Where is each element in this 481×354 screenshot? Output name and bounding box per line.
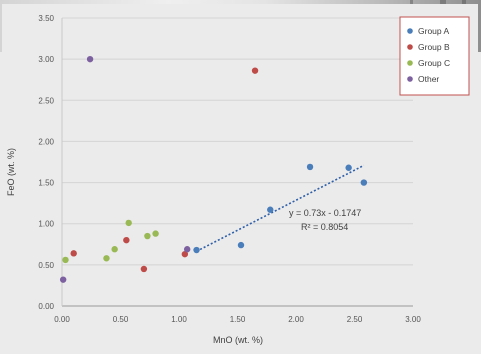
legend-items: Group A Group B Group C Other bbox=[407, 26, 450, 84]
chart-area-background bbox=[2, 4, 478, 351]
x-tick-label: 1.50 bbox=[230, 315, 246, 324]
legend: Group A Group B Group C Other bbox=[399, 16, 470, 96]
legend-marker-group-b bbox=[407, 44, 413, 50]
point-group-c bbox=[103, 255, 110, 262]
legend-label-group-b: Group B bbox=[418, 42, 450, 52]
point-group-b bbox=[251, 67, 259, 74]
point-group-b bbox=[123, 236, 130, 244]
legend-label-group-a: Group A bbox=[418, 26, 450, 36]
y-tick-label: 2.50 bbox=[38, 96, 54, 105]
y-tick-label: 2.00 bbox=[38, 137, 54, 146]
point-group-a bbox=[360, 179, 368, 186]
x-axis-title: MnO (wt. %) bbox=[213, 335, 263, 345]
x-tick-label: 1.00 bbox=[171, 315, 187, 324]
legend-label-group-c: Group C bbox=[418, 58, 450, 68]
y-tick-label: 3.50 bbox=[38, 14, 54, 23]
point-group-c bbox=[144, 232, 151, 240]
point-other bbox=[183, 246, 191, 253]
point-group-a bbox=[193, 246, 200, 254]
point-group-a bbox=[345, 164, 352, 171]
y-tick-label: 0.00 bbox=[38, 302, 54, 311]
point-group-c bbox=[62, 256, 69, 264]
x-tick-labels: 0.00 0.50 1.00 1.50 2.00 2.50 3.00 bbox=[54, 315, 421, 324]
point-group-b bbox=[140, 265, 148, 273]
x-tick-label: 0.50 bbox=[113, 315, 129, 324]
y-tick-labels: 0.00 0.50 1.00 1.50 2.00 2.50 3.00 3.50 bbox=[38, 14, 54, 311]
point-other bbox=[86, 55, 94, 63]
x-tick-label: 3.00 bbox=[405, 315, 421, 324]
trendline-group-a bbox=[196, 164, 365, 253]
gridlines bbox=[62, 17, 413, 266]
y-tick-label: 0.50 bbox=[38, 261, 54, 270]
point-other bbox=[59, 276, 67, 283]
point-group-c bbox=[125, 219, 132, 227]
legend-marker-group-a bbox=[407, 28, 413, 34]
x-tick-label: 2.00 bbox=[288, 315, 304, 324]
x-tick-label: 2.50 bbox=[347, 315, 363, 324]
trendline-r-squared: R² = 0.8054 bbox=[301, 222, 348, 232]
point-group-a bbox=[237, 241, 245, 249]
axes bbox=[61, 18, 413, 307]
point-group-c bbox=[111, 246, 118, 253]
x-tick-label: 0.00 bbox=[54, 315, 70, 324]
point-group-a bbox=[267, 206, 274, 213]
y-tick-label: 3.00 bbox=[38, 55, 54, 64]
legend-marker-group-c bbox=[407, 60, 413, 66]
data-points bbox=[59, 55, 368, 283]
point-group-b bbox=[70, 250, 77, 257]
y-tick-label: 1.00 bbox=[38, 220, 54, 229]
point-group-c bbox=[152, 230, 159, 237]
point-group-b bbox=[181, 250, 189, 258]
y-tick-label: 1.50 bbox=[38, 179, 54, 188]
legend-label-other: Other bbox=[418, 74, 439, 84]
trendline-equation: y = 0.73x - 0.1747 bbox=[289, 208, 361, 218]
point-group-a bbox=[306, 163, 314, 171]
legend-marker-other bbox=[407, 76, 413, 82]
y-axis-title: FeO (wt. %) bbox=[6, 148, 16, 196]
